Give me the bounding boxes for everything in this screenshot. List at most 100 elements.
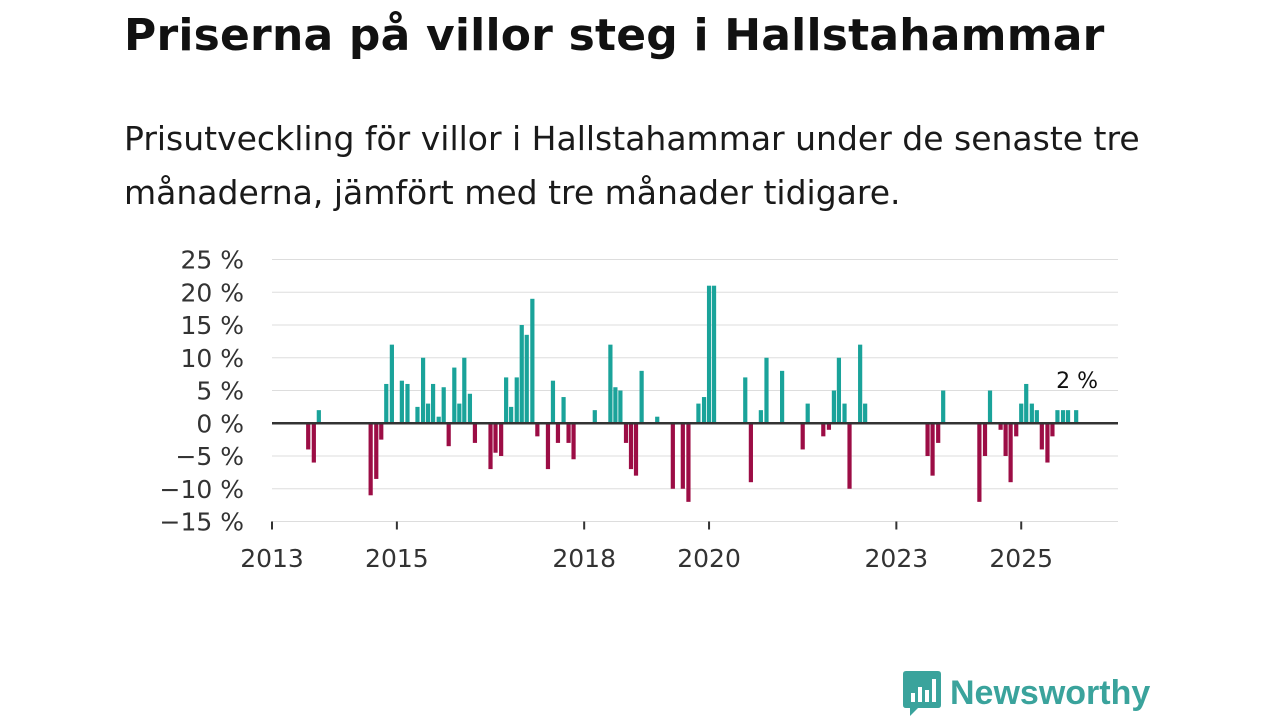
- bar: [858, 344, 863, 424]
- bar: [863, 403, 868, 424]
- bar: [379, 423, 384, 440]
- bar: [399, 380, 404, 424]
- bar: [425, 403, 431, 424]
- bar: [462, 357, 467, 424]
- bar: [415, 406, 420, 424]
- bar: [805, 403, 810, 424]
- x-tick-label: 2023: [865, 544, 929, 573]
- bar: [1045, 423, 1050, 463]
- bar: [623, 423, 629, 443]
- y-tick-label: −15 %: [160, 508, 244, 537]
- bar: [628, 423, 634, 470]
- bar: [633, 423, 639, 476]
- bar: [1074, 410, 1079, 424]
- x-tick-label: 2025: [989, 544, 1053, 573]
- bar: [655, 416, 660, 424]
- bar: [977, 423, 982, 502]
- bar: [374, 423, 379, 479]
- bar: [1029, 403, 1034, 424]
- bar: [1034, 410, 1039, 424]
- bar: [457, 403, 462, 424]
- bar: [1014, 423, 1019, 437]
- bar: [930, 423, 935, 476]
- bar: [430, 383, 436, 424]
- bar: [826, 423, 832, 430]
- bar: [686, 423, 691, 502]
- bar: [452, 367, 457, 424]
- bar: [514, 377, 519, 424]
- bar: [389, 344, 394, 424]
- bar: [696, 403, 701, 424]
- x-tick-label: 2015: [365, 544, 429, 573]
- bar: [545, 423, 551, 470]
- bar: [821, 423, 826, 437]
- bar: [987, 390, 993, 424]
- bar: [670, 423, 675, 489]
- bar: [571, 423, 576, 460]
- y-tick-label: 10 %: [180, 344, 244, 373]
- bar: [941, 390, 946, 424]
- bar: [1065, 410, 1071, 424]
- bar: [566, 423, 571, 443]
- bar: [472, 423, 478, 443]
- bar: [780, 370, 785, 424]
- bar: [847, 423, 852, 489]
- bar: [1039, 423, 1044, 450]
- bar: [936, 423, 941, 443]
- data-label-last-value: 2 %: [1056, 369, 1098, 394]
- bar: [748, 423, 753, 483]
- bar: [467, 393, 473, 424]
- y-tick-label: 15 %: [180, 311, 244, 340]
- bar: [998, 423, 1003, 430]
- bar: [524, 334, 529, 424]
- bar: [680, 423, 685, 489]
- bar: [436, 416, 441, 424]
- y-tick-label: 5 %: [196, 377, 244, 406]
- bar: [1055, 410, 1060, 424]
- bar: [384, 383, 389, 424]
- bar: [701, 397, 707, 424]
- bar: [368, 423, 373, 496]
- bar: [316, 410, 321, 424]
- bar: [608, 344, 613, 424]
- newsworthy-logo: Newsworthy: [902, 668, 1150, 718]
- bar: [618, 390, 623, 424]
- bar: [1050, 423, 1055, 437]
- x-tick-label: 2020: [677, 544, 741, 573]
- bar: [1024, 383, 1029, 424]
- bar: [504, 377, 509, 424]
- bar: [706, 285, 712, 424]
- bar: [555, 423, 561, 443]
- bar: [561, 397, 566, 424]
- bar: [311, 423, 316, 463]
- y-tick-label: 25 %: [180, 246, 244, 275]
- bar: [1060, 410, 1066, 424]
- bar: [743, 377, 748, 424]
- bar: [530, 298, 535, 424]
- x-tick-label: 2013: [240, 544, 304, 573]
- bar: [836, 357, 842, 424]
- y-tick-label: −10 %: [160, 475, 244, 504]
- chart-subtitle: Prisutveckling för villor i Hallstahamma…: [124, 119, 1140, 212]
- bar: [1019, 403, 1024, 424]
- bar: [509, 406, 514, 424]
- bar: [306, 423, 311, 450]
- bar: [519, 325, 524, 424]
- bar: [493, 423, 498, 453]
- bar: [1003, 423, 1008, 456]
- bar: [639, 370, 644, 424]
- bar: [535, 423, 540, 437]
- y-tick-label: −5 %: [175, 442, 244, 471]
- bar: [613, 387, 618, 424]
- bar: [446, 423, 451, 447]
- bar: [550, 380, 556, 424]
- newsworthy-logo-text: Newsworthy: [950, 673, 1151, 712]
- bar: [764, 357, 769, 424]
- y-tick-label: 0 %: [196, 409, 244, 438]
- bar: [592, 410, 597, 424]
- bar: [499, 423, 504, 456]
- bar: [800, 423, 805, 450]
- x-tick-label: 2018: [552, 544, 616, 573]
- bar: [405, 383, 410, 424]
